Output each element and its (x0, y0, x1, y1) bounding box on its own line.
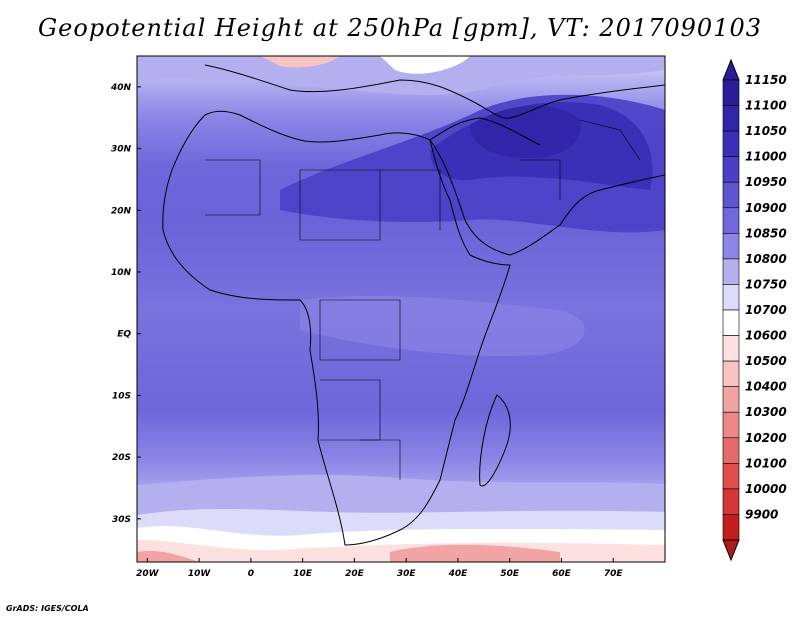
colorbar-label: 11150 (745, 73, 787, 87)
longitude-axis: 20W 10W 0 10E 20E 30E 40E 50E 60E 70E (136, 558, 623, 579)
colorbar-label: 10100 (745, 456, 787, 470)
lon-tick-label: 20E (345, 569, 365, 579)
lon-tick-label: 50E (500, 569, 520, 579)
colorbar-swatch (722, 463, 740, 490)
colorbar-label: 10400 (745, 380, 787, 394)
colorbar-label: 10000 (745, 482, 787, 496)
colorbar-label: 11000 (745, 150, 787, 164)
colorbar-label: 10700 (745, 303, 787, 317)
colorbar-label: 10750 (745, 277, 787, 291)
lon-tick-label: 20W (136, 569, 160, 579)
colorbar-label: 11050 (745, 124, 787, 138)
colorbar-label: 10600 (745, 329, 787, 343)
colorbar-label: 10500 (745, 354, 787, 368)
colorbar-swatch (722, 309, 740, 336)
lat-tick-label: 20N (111, 206, 132, 216)
colorbar-swatch (722, 130, 740, 157)
colorbar-swatch (722, 360, 740, 387)
colorbar-swatch (722, 514, 740, 541)
lon-tick-label: 60E (552, 569, 572, 579)
lat-tick-label: 40N (110, 83, 132, 93)
colorbar-label: 11100 (745, 99, 787, 113)
lon-tick-label: 0 (248, 569, 254, 579)
colorbar-swatch (722, 207, 740, 234)
colorbar: 11150 11100 11050 11000 10950 10900 10850 10800… (722, 58, 787, 562)
lat-tick-label: 30N (111, 145, 132, 155)
lon-tick-label: 40E (448, 569, 469, 579)
plot-frame (136, 55, 666, 563)
colorbar-label: 10300 (745, 405, 787, 419)
colorbar-swatch (722, 335, 740, 362)
coastlines (162, 64, 665, 546)
colorbar-label: 10950 (745, 175, 787, 189)
lat-tick-label: EQ (117, 330, 131, 340)
lon-tick-label: 70E (604, 569, 624, 579)
colorbar-swatch (722, 284, 740, 311)
colorbar-top-cap (722, 58, 740, 81)
colorbar-label: 10800 (745, 252, 787, 266)
colorbar-swatch (722, 386, 740, 413)
colorbar-swatch (722, 411, 740, 439)
colorbar-label: 10900 (745, 201, 787, 215)
colorbar-swatch (722, 437, 740, 464)
map-title: Geopotential Height at 250hPa [gpm], VT:… (38, 14, 762, 42)
colorbar-swatch (722, 488, 740, 515)
lat-tick-label: 30S (112, 515, 131, 525)
colorbar-label: 9900 (745, 507, 778, 521)
colorbar-swatch (722, 258, 740, 285)
colorbar-swatch (722, 181, 740, 209)
lat-tick-label: 10S (112, 391, 131, 401)
colorbar-swatch (722, 105, 740, 132)
latitude-axis: 40N 30N 20N 10N EQ 10S 20S 30S (110, 83, 141, 525)
colorbar-swatch (722, 233, 740, 260)
colorbar-swatch (722, 156, 740, 183)
lat-tick-label: 20S (112, 453, 131, 463)
colorbar-label: 10200 (745, 431, 787, 445)
lon-tick-label: 10W (188, 569, 212, 579)
colorbar-bottom-cap (722, 539, 740, 562)
colorbar-swatch (722, 79, 740, 106)
lat-tick-label: 10N (111, 268, 132, 278)
lon-tick-label: 30E (397, 569, 417, 579)
height-field (137, 56, 665, 562)
grads-credit: GrADS: IGES/COLA (6, 604, 89, 613)
colorbar-label: 10850 (745, 226, 787, 240)
lon-tick-label: 10E (293, 569, 313, 579)
